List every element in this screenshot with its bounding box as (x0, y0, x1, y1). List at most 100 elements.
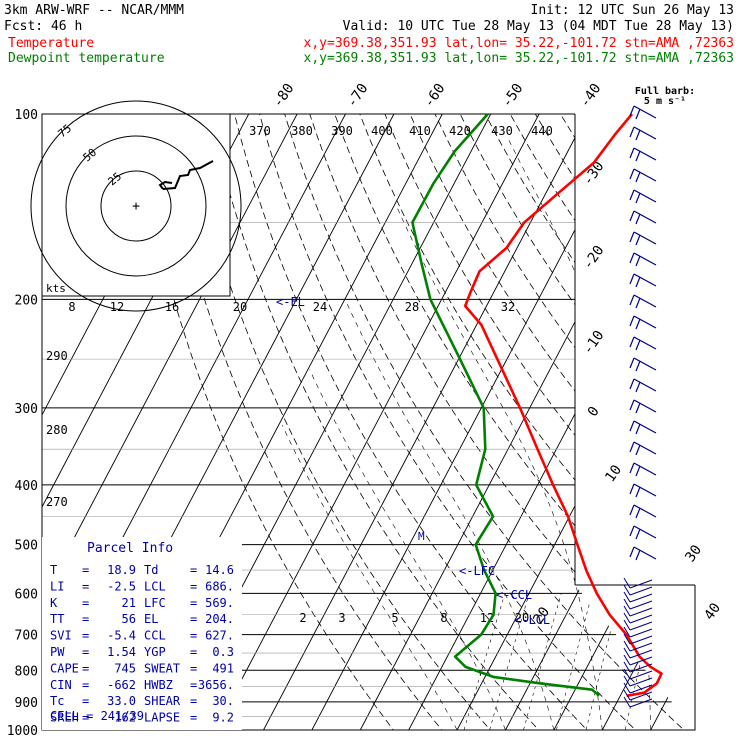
wind-barb-staff (629, 586, 653, 596)
wind-barb-staff (633, 462, 657, 476)
theta-label: 380 (291, 124, 313, 138)
wind-barb-flag (623, 598, 631, 610)
parcel-key: Tc (50, 694, 64, 708)
wind-barb-staff (633, 273, 657, 287)
moist-adiabat (508, 139, 651, 730)
wind-barb-staff (629, 656, 653, 666)
parcel-value: 56 (122, 612, 136, 626)
parcel-key: CIN (50, 678, 72, 692)
wind-barb-flag (629, 189, 635, 201)
hodograph-center-plus: + (132, 199, 140, 214)
wind-barb-flag (623, 682, 631, 694)
wind-barb-flag (623, 654, 631, 666)
hodograph-ring-75 (30, 100, 242, 312)
theta-label: 440 (531, 124, 553, 138)
wind-barb-staff (633, 168, 657, 182)
wind-barb-flag (623, 696, 631, 708)
isotherm (601, 114, 695, 730)
wind-barb-flag (629, 483, 635, 495)
parcel-value: 1.54 (107, 645, 136, 659)
wind-barb-staff (633, 294, 657, 308)
theta-label: 270 (46, 495, 68, 509)
wind-barb-staff (629, 698, 653, 708)
parcel-value: -662 (107, 678, 136, 692)
lfc-marker: <-LFC (459, 564, 495, 578)
wind-barb-flag (635, 444, 641, 456)
parcel-value: 162 (114, 711, 136, 725)
parcel-row: Tc = 33.0 SHEAR = 30. (50, 694, 234, 708)
parcel-key: HWBZ (144, 678, 173, 692)
isotherm-label: -60 (421, 81, 449, 111)
parcel-value: 627. (205, 629, 234, 643)
parcel-key: LFC (144, 596, 166, 610)
parcel-value: 30. (212, 694, 234, 708)
wind-barb-flag (635, 549, 641, 561)
parcel-key: TT (50, 612, 64, 626)
wind-barb-staff (629, 670, 653, 680)
wind-barb-flag (629, 315, 635, 327)
theta-label: 370 (249, 124, 271, 138)
parcel-key: SHEAR (144, 694, 181, 708)
wind-barb-staff (633, 315, 657, 329)
wind-barb-flag (635, 213, 641, 225)
wind-barb-flag (623, 647, 631, 659)
wind-barb-staff (629, 642, 653, 652)
temperature-label: Temperature (8, 36, 94, 51)
wind-barb-staff (633, 231, 657, 245)
parcel-key: K (50, 596, 58, 610)
hodograph-kts-label: kts (46, 282, 66, 295)
wind-barb-flag (635, 255, 641, 267)
wind-barb-flag (635, 339, 641, 351)
mixing-ratio-label: 8 (68, 300, 75, 314)
parcel-row: TT = 56 EL = 204. (50, 612, 234, 626)
dry-adiabat (585, 114, 695, 730)
mixing-ratio-line (552, 593, 593, 730)
wind-barb-flag (629, 126, 635, 138)
dry-adiabat (685, 114, 695, 730)
moist-adiabat (282, 425, 458, 730)
wind-barb-flag (629, 273, 635, 285)
wind-barb-flag (629, 378, 635, 390)
dry-adiabat (484, 114, 695, 730)
parcel-eq: = (190, 645, 197, 659)
wind-barb-flag (629, 546, 635, 558)
wind-barb-flag (623, 633, 631, 645)
temperature-location: x,y=369.38,351.93 lat,lon= 35.22,-101.72… (304, 36, 734, 51)
wind-barb-flag (623, 626, 631, 638)
wind-barb-flag (623, 640, 631, 652)
isotherm (214, 114, 540, 730)
wind-barb-staff (633, 525, 657, 539)
isotherm-label: -50 (499, 81, 527, 111)
parcel-eq: = (82, 612, 89, 626)
wind-barb-flag (635, 108, 641, 120)
wind-barb-staff (633, 399, 657, 413)
hodograph-trace-tail (158, 180, 173, 190)
theta-label: 410 (409, 124, 431, 138)
wind-barb-staff (633, 126, 657, 140)
parcel-eq: = (190, 711, 197, 725)
dry-adiabat (560, 114, 695, 730)
parcel-eq: = (190, 596, 197, 610)
parcel-value: 18.9 (107, 563, 136, 577)
pressure-label-600: 600 (15, 587, 38, 602)
lcl-marker: <-LCL (514, 613, 550, 627)
isotherm-label: -20 (580, 243, 608, 273)
parcel-eq: = (190, 579, 197, 593)
ccl-marker: <-CCL (496, 588, 532, 602)
parcel-eq: = (82, 711, 89, 725)
mixing-ratio-label: 8 (440, 611, 447, 625)
wind-barb-staff (633, 378, 657, 392)
parcel-cell: CELL = 241/39 (50, 709, 144, 723)
wind-barb-staff (633, 546, 657, 560)
valid-time: Valid: 10 UTC Tue 28 May 13 (04 MDT Tue … (343, 19, 734, 34)
isotherm-label: 0 (585, 404, 603, 420)
dry-adiabat (509, 114, 695, 730)
parcel-key: LI (50, 579, 64, 593)
wind-barb-flag (623, 675, 631, 687)
parcel-row: SVI = -5.4 CCL = 627. (50, 629, 234, 643)
wind-barb-flag (623, 577, 631, 589)
wind-barb-flag (623, 661, 631, 673)
hodograph: 25 50 75 + kts (30, 100, 242, 312)
dry-adiabat (209, 114, 552, 730)
wind-barb-staff (629, 691, 653, 701)
